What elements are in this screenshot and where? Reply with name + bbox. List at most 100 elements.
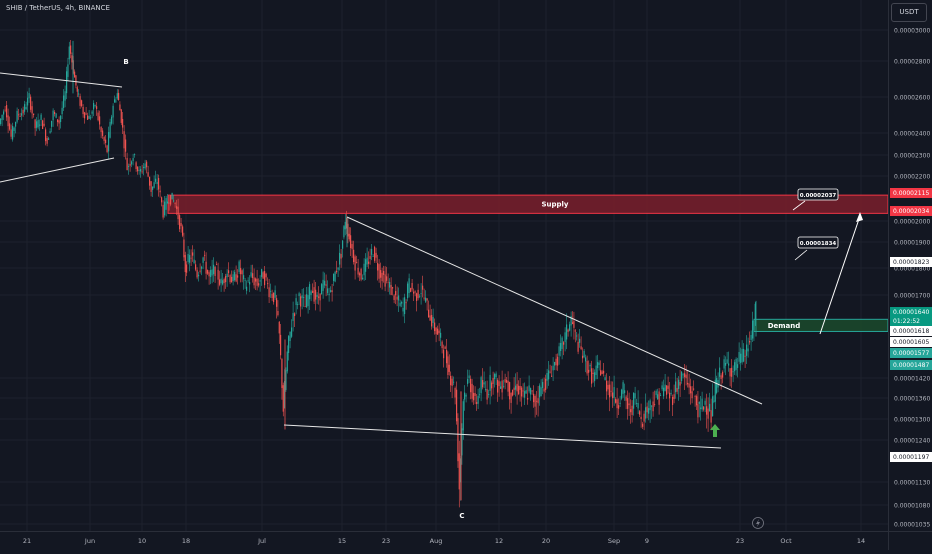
price-axis-tick: 0.00001420 [894,376,930,383]
price-axis-label-text: 0.00001197 [893,454,929,461]
candle-body [633,392,635,409]
candle-body [570,316,572,326]
price-axis-tick: 0.00003000 [894,28,930,35]
candle-body [90,117,92,119]
candle-body [82,106,84,115]
candle-body [510,392,512,403]
candle-body [630,409,632,413]
candle-body [49,131,51,133]
candle-body [357,267,359,275]
candle-body [71,55,73,63]
candle-body [190,257,192,259]
candle-body [331,290,333,293]
candle-body [97,112,99,121]
candle-body [372,255,374,257]
candle-body [210,270,212,278]
candle-body [569,324,571,331]
candle-body [303,296,305,298]
upper-channel-line[interactable] [0,72,123,88]
price-callout-box[interactable] [797,188,839,201]
candle-body [749,341,751,343]
callout-pointer [792,200,806,211]
candle-body [247,280,249,282]
candle-body [446,349,448,364]
candle-body [489,374,491,391]
candle-body [179,215,181,230]
candle-body [177,206,179,220]
candle-body [39,124,41,126]
supply-zone[interactable] [167,194,889,214]
candle-body [356,262,358,263]
lower-channel-line[interactable] [0,157,115,183]
candle-body [18,114,20,116]
candle-body [120,109,122,123]
price-axis-label-text: 0.00001577 [893,350,929,357]
candle-body [363,263,365,276]
candle-body [375,252,377,258]
candle-body [289,331,291,341]
candle-body [165,198,167,210]
candle-body [714,379,716,402]
candle-body [174,202,176,204]
candle-body [112,105,114,118]
candle-body [414,291,416,293]
candle-body [158,178,160,190]
price-axis-tick: 0.00002300 [894,153,930,160]
candle-body [563,342,565,345]
candle-body [138,169,140,171]
candle-body [312,290,314,293]
projection-arrow-line[interactable] [819,215,861,335]
candle-body [716,378,718,393]
candle-body [201,266,203,269]
price-axis-tick: 0.00001240 [894,438,930,445]
currency-button[interactable]: USDT [891,3,927,22]
candle-body [108,132,110,152]
candle-body [639,411,641,415]
candle-body [613,387,615,398]
candle-body [740,353,742,363]
candle-body [586,361,588,374]
candle-body [267,283,269,285]
candle-body [621,389,623,399]
candle-body [67,64,69,77]
candle-body [118,92,120,101]
candle-body [654,403,656,405]
candle-body [162,204,164,218]
candle-body [371,248,373,255]
candle-body [369,256,371,259]
candle-body [657,394,659,400]
candle-body [288,336,290,354]
candle-body [0,118,2,125]
candle-body [286,351,288,372]
candle-body [534,396,536,407]
candle-body [380,270,382,278]
descending-trendline[interactable] [346,216,763,405]
candle-body [576,335,578,337]
candle-body [159,190,161,193]
candle-body [521,387,523,397]
candle-body [93,102,95,110]
candle-body [91,111,93,114]
lightning-icon[interactable] [752,517,764,529]
candle-body [428,309,430,318]
candle-body [712,396,714,417]
candle-body [255,278,257,282]
candle-body [726,359,728,364]
candle-body [173,200,175,202]
candle-body [398,295,400,301]
candle-body [408,278,410,294]
support-trendline[interactable] [283,424,722,449]
countdown-text: 01:22:52 [893,318,920,325]
price-callout-box[interactable] [797,236,839,249]
time-axis-tick: 20 [542,537,550,545]
candle-body [168,202,170,204]
price-axis-tick: 0.00001035 [894,522,930,529]
candle-body [549,371,551,373]
candle-body [327,288,329,293]
price-axis-label-text: 0.00001605 [893,339,929,346]
candle-body [119,104,121,111]
candle-body [57,119,59,123]
price-axis-tick: 0.00002200 [894,174,930,181]
